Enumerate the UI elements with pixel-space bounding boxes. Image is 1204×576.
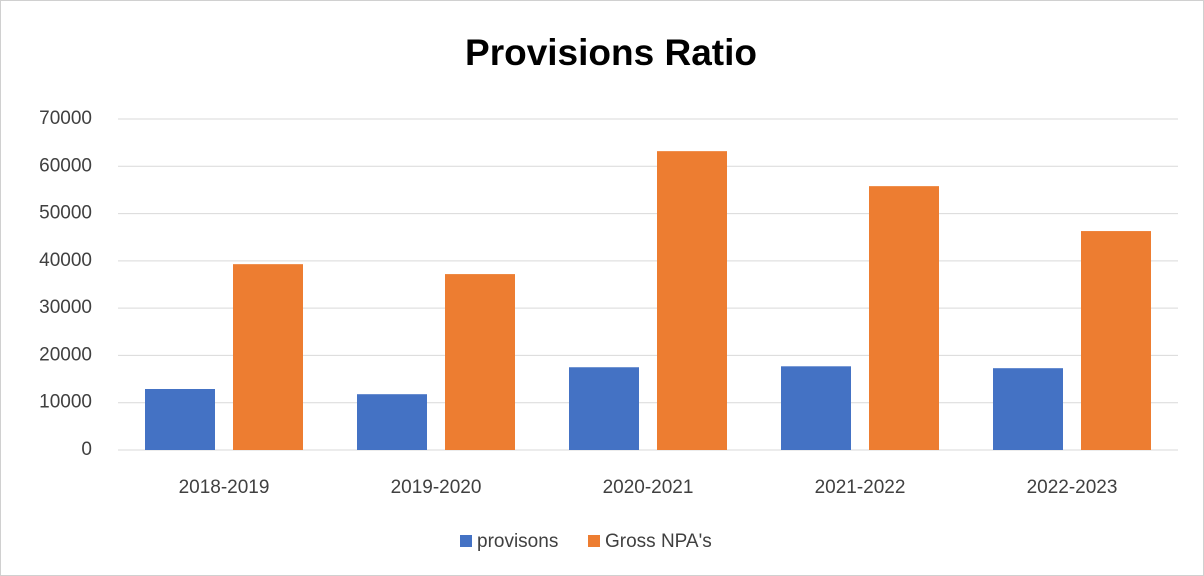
- bar: [445, 274, 515, 450]
- x-tick-label: 2018-2019: [179, 477, 270, 498]
- x-tick-label: 2020-2021: [603, 477, 694, 498]
- y-tick-label: 0: [81, 439, 92, 460]
- x-tick-label: 2021-2022: [815, 477, 906, 498]
- bar: [145, 389, 215, 450]
- x-tick-label: 2019-2020: [391, 477, 482, 498]
- bar: [993, 368, 1063, 450]
- bar: [657, 151, 727, 450]
- y-tick-label: 30000: [39, 297, 92, 318]
- bar: [569, 367, 639, 450]
- y-tick-label: 10000: [39, 392, 92, 413]
- y-tick-label: 50000: [39, 203, 92, 224]
- bar: [1081, 231, 1151, 450]
- y-tick-label: 70000: [39, 108, 92, 129]
- bar: [781, 366, 851, 450]
- legend-swatch: [460, 535, 472, 547]
- y-tick-label: 40000: [39, 250, 92, 271]
- y-tick-label: 20000: [39, 344, 92, 365]
- bar: [233, 264, 303, 450]
- y-tick-label: 60000: [39, 155, 92, 176]
- x-tick-label: 2022-2023: [1027, 477, 1118, 498]
- legend-swatch: [588, 535, 600, 547]
- bar: [869, 186, 939, 450]
- legend-label: Gross NPA's: [605, 531, 712, 552]
- chart-title: Provisions Ratio: [465, 32, 757, 73]
- legend-label: provisons: [477, 531, 558, 552]
- bar: [357, 394, 427, 450]
